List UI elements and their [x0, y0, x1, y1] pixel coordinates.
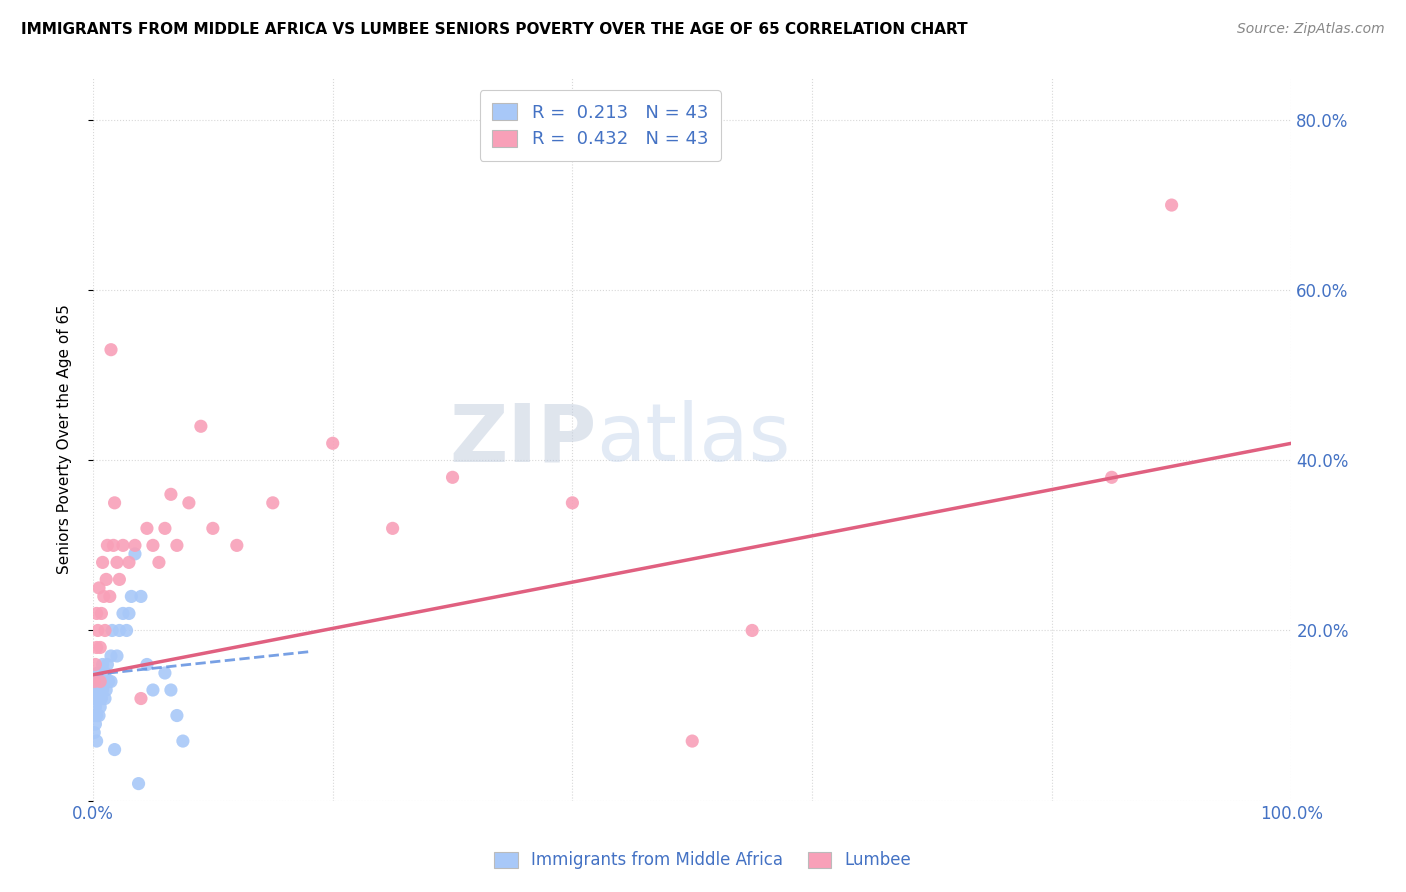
- Point: [441, 470, 464, 484]
- Legend: R =  0.213   N = 43, R =  0.432   N = 43: R = 0.213 N = 43, R = 0.432 N = 43: [479, 90, 721, 161]
- Point: [87, 691, 110, 706]
- Point: [105, 648, 128, 663]
- Point: [103, 496, 125, 510]
- Point: [89, 674, 111, 689]
- Point: [83, 691, 105, 706]
- Point: [322, 436, 344, 450]
- Point: [86, 734, 108, 748]
- Point: [96, 573, 118, 587]
- Point: [93, 674, 115, 689]
- Point: [1160, 198, 1182, 212]
- Text: IMMIGRANTS FROM MIDDLE AFRICA VS LUMBEE SENIORS POVERTY OVER THE AGE OF 65 CORRE: IMMIGRANTS FROM MIDDLE AFRICA VS LUMBEE …: [21, 22, 967, 37]
- Point: [129, 691, 152, 706]
- Point: [83, 674, 105, 689]
- Point: [561, 496, 583, 510]
- Point: [96, 538, 118, 552]
- Point: [84, 657, 107, 672]
- Point: [118, 555, 141, 569]
- Point: [111, 538, 134, 552]
- Point: [153, 521, 176, 535]
- Point: [98, 590, 121, 604]
- Point: [128, 776, 150, 790]
- Point: [90, 691, 112, 706]
- Point: [148, 555, 170, 569]
- Point: [94, 691, 117, 706]
- Point: [153, 665, 176, 680]
- Point: [86, 708, 108, 723]
- Point: [86, 683, 108, 698]
- Y-axis label: Seniors Poverty Over the Age of 65: Seniors Poverty Over the Age of 65: [58, 304, 72, 574]
- Point: [136, 657, 159, 672]
- Text: Source: ZipAtlas.com: Source: ZipAtlas.com: [1237, 22, 1385, 37]
- Point: [90, 607, 112, 621]
- Point: [96, 683, 118, 698]
- Text: ZIP: ZIP: [449, 400, 596, 478]
- Point: [166, 708, 188, 723]
- Point: [225, 538, 247, 552]
- Point: [100, 343, 122, 357]
- Point: [84, 674, 107, 689]
- Point: [86, 640, 108, 655]
- Point: [84, 700, 107, 714]
- Point: [108, 573, 131, 587]
- Point: [160, 683, 183, 698]
- Point: [108, 624, 131, 638]
- Legend: Immigrants from Middle Africa, Lumbee: Immigrants from Middle Africa, Lumbee: [485, 841, 921, 880]
- Point: [166, 538, 188, 552]
- Point: [172, 734, 194, 748]
- Point: [160, 487, 183, 501]
- Point: [87, 581, 110, 595]
- Point: [142, 683, 165, 698]
- Text: atlas: atlas: [596, 400, 790, 478]
- Point: [91, 555, 114, 569]
- Point: [201, 521, 224, 535]
- Point: [142, 538, 165, 552]
- Point: [124, 538, 146, 552]
- Point: [124, 547, 146, 561]
- Point: [94, 624, 117, 638]
- Point: [87, 683, 110, 698]
- Point: [89, 674, 111, 689]
- Point: [91, 657, 114, 672]
- Point: [97, 674, 120, 689]
- Point: [100, 674, 122, 689]
- Point: [84, 717, 107, 731]
- Point: [100, 648, 122, 663]
- Point: [120, 590, 142, 604]
- Point: [94, 665, 117, 680]
- Point: [105, 555, 128, 569]
- Point: [1101, 470, 1123, 484]
- Point: [101, 624, 124, 638]
- Point: [129, 590, 152, 604]
- Point: [93, 590, 115, 604]
- Point: [111, 607, 134, 621]
- Point: [103, 742, 125, 756]
- Point: [89, 700, 111, 714]
- Point: [87, 665, 110, 680]
- Point: [96, 657, 118, 672]
- Point: [91, 683, 114, 698]
- Point: [86, 607, 108, 621]
- Point: [87, 708, 110, 723]
- Point: [741, 624, 763, 638]
- Point: [115, 624, 138, 638]
- Point: [89, 640, 111, 655]
- Point: [381, 521, 404, 535]
- Point: [177, 496, 200, 510]
- Point: [83, 708, 105, 723]
- Point: [190, 419, 212, 434]
- Point: [103, 538, 125, 552]
- Point: [87, 624, 110, 638]
- Point: [262, 496, 284, 510]
- Point: [83, 725, 105, 739]
- Point: [681, 734, 703, 748]
- Point: [136, 521, 159, 535]
- Point: [118, 607, 141, 621]
